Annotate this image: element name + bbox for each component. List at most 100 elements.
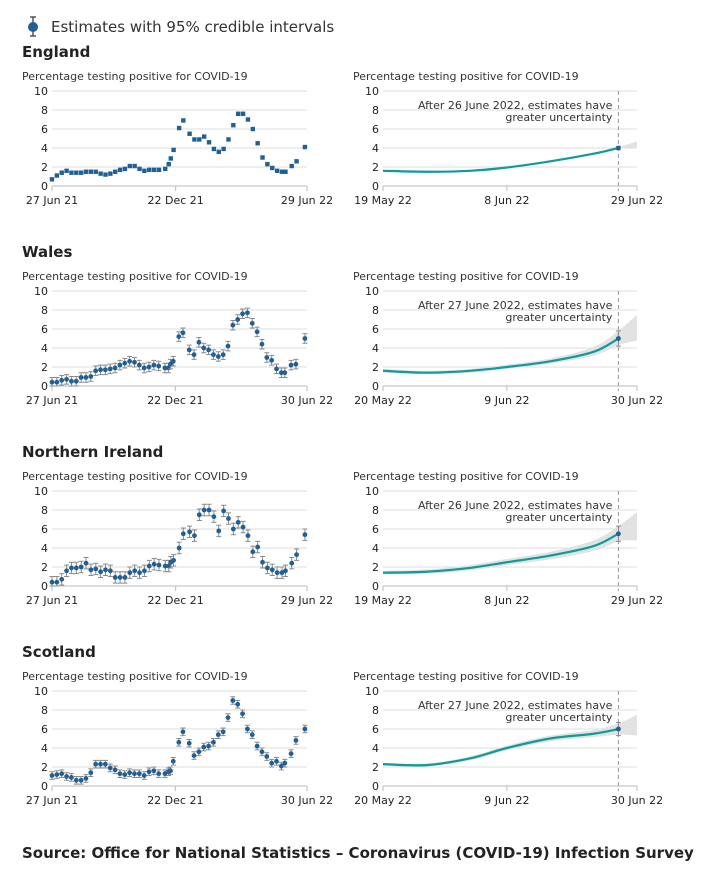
data-point	[180, 729, 186, 735]
data-point	[235, 519, 241, 525]
x-tick-label: 9 Jun 22	[484, 794, 529, 807]
y-tick-label: 10	[365, 485, 379, 498]
data-point	[206, 347, 212, 353]
y-tick-label: 2	[41, 361, 48, 374]
data-point	[49, 379, 55, 385]
data-point	[254, 743, 260, 749]
data-point	[201, 744, 207, 750]
y-axis-label: Percentage testing positive for COVID-19	[22, 70, 248, 83]
data-point	[64, 568, 69, 574]
y-tick-label: 6	[372, 123, 379, 136]
x-tick-label: 30 Jun 22	[611, 794, 663, 807]
data-point	[191, 753, 197, 758]
data-point	[93, 761, 99, 767]
data-point	[141, 365, 147, 371]
data-point	[264, 754, 270, 759]
uncertainty-annotation: After 27 June 2022, estimates have	[418, 299, 613, 312]
x-tick-label: 22 Dec 21	[148, 594, 204, 607]
data-point	[255, 141, 260, 146]
data-point	[289, 560, 295, 566]
y-tick-label: 10	[34, 85, 48, 98]
data-point	[162, 563, 168, 569]
x-tick-label: 27 Jun 21	[26, 794, 78, 807]
data-point	[151, 561, 157, 567]
data-point	[240, 524, 246, 530]
y-tick-label: 2	[372, 161, 379, 174]
data-point	[274, 168, 280, 173]
data-point	[187, 529, 192, 535]
data-point	[171, 557, 176, 563]
data-point	[216, 149, 221, 154]
panel-northern-ireland: Northern Ireland Percentage testing posit…	[22, 443, 663, 607]
data-point	[201, 134, 207, 139]
data-point	[156, 167, 162, 173]
latest-estimate-point	[616, 531, 621, 537]
data-point	[78, 375, 84, 380]
data-point	[151, 768, 157, 774]
data-point	[132, 568, 138, 574]
y-tick-label: 2	[41, 561, 48, 574]
data-point	[74, 170, 79, 175]
point-with-error-bar-icon	[28, 16, 38, 37]
y-tick-label: 8	[372, 504, 379, 517]
data-point	[260, 559, 265, 565]
data-point	[230, 698, 236, 703]
x-tick-label: 19 May 22	[354, 194, 412, 207]
data-point	[168, 156, 174, 161]
data-point	[302, 532, 308, 538]
x-tick-label: 8 Jun 22	[484, 594, 529, 607]
region-title: Northern Ireland	[22, 443, 163, 461]
modelled-trend-chart: Percentage testing positive for COVID-19…	[353, 470, 663, 607]
y-tick-label: 4	[41, 742, 48, 755]
weekly-estimates-points	[49, 696, 308, 785]
data-point	[64, 168, 69, 173]
x-tick-label: 20 May 22	[354, 394, 412, 407]
data-point	[107, 366, 113, 372]
data-point	[264, 355, 270, 360]
data-point	[88, 169, 94, 174]
x-tick-label: 20 May 22	[354, 794, 412, 807]
data-point	[122, 772, 128, 777]
data-point	[122, 166, 128, 172]
data-point	[176, 545, 182, 551]
data-point	[170, 758, 176, 764]
data-point	[221, 508, 227, 514]
data-point	[146, 769, 152, 775]
y-tick-label: 10	[365, 685, 379, 698]
panel-england: England Percentage testing positive for C…	[22, 43, 663, 207]
data-point	[236, 111, 241, 116]
data-point	[166, 563, 172, 569]
data-point	[112, 767, 118, 773]
data-point	[240, 111, 246, 116]
weekly-estimates-points	[49, 503, 308, 587]
trend-line	[382, 337, 619, 374]
weekly-estimates-chart: Percentage testing positive for COVID-19…	[22, 70, 333, 207]
y-tick-label: 0	[41, 180, 48, 193]
data-point	[142, 568, 147, 574]
data-point	[171, 147, 176, 153]
data-point	[206, 743, 212, 749]
y-tick-label: 0	[372, 380, 379, 393]
x-tick-label: 19 May 22	[354, 594, 412, 607]
data-point	[117, 167, 123, 173]
y-tick-label: 6	[372, 323, 379, 336]
data-point	[54, 173, 60, 178]
data-point	[187, 131, 192, 136]
data-point	[59, 576, 65, 582]
data-point	[98, 761, 103, 767]
data-point	[147, 167, 152, 173]
y-tick-label: 10	[365, 285, 379, 298]
y-tick-label: 0	[372, 580, 379, 593]
uncertainty-annotation: After 26 June 2022, estimates have	[418, 499, 613, 512]
source-note: Source: Office for National Statistics –…	[22, 844, 694, 862]
data-point	[137, 570, 142, 576]
data-point	[211, 352, 216, 358]
y-tick-label: 10	[34, 285, 48, 298]
data-point	[206, 140, 212, 145]
data-point	[69, 170, 74, 175]
y-axis-label: Percentage testing positive for COVID-19	[22, 470, 248, 483]
data-point	[107, 765, 113, 771]
y-tick-label: 4	[372, 742, 379, 755]
x-tick-label: 8 Jun 22	[484, 194, 529, 207]
data-point	[225, 715, 231, 720]
